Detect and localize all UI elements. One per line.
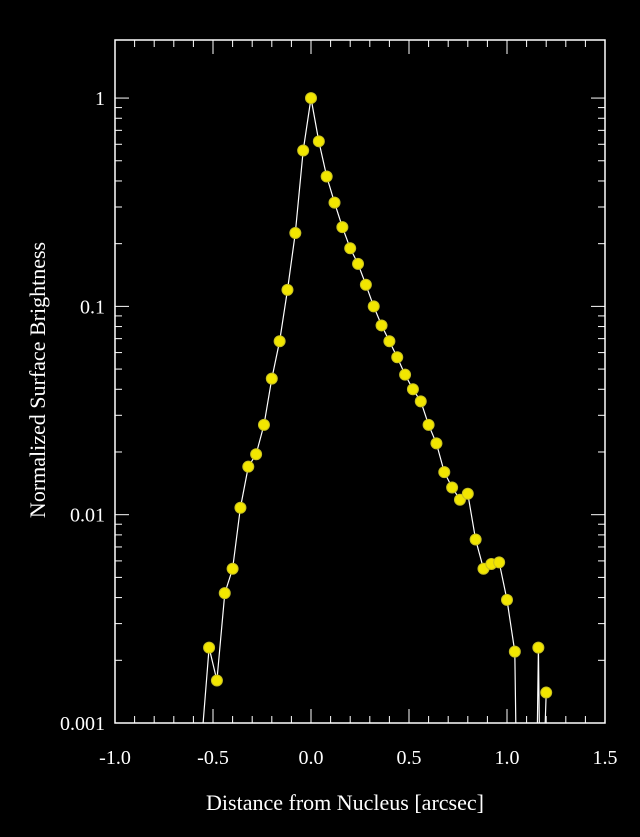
data-points — [203, 92, 553, 699]
data-point — [446, 481, 459, 494]
y-tick-label: 0.1 — [80, 296, 105, 318]
y-tick-label: 1 — [95, 88, 105, 110]
x-tick-label: 1.5 — [593, 747, 618, 769]
data-point — [297, 144, 310, 157]
data-point — [344, 242, 357, 255]
data-point — [359, 278, 372, 291]
data-point — [422, 418, 435, 431]
x-tick-label: 0.0 — [299, 747, 324, 769]
axis-ticks — [114, 40, 606, 724]
data-point — [203, 641, 216, 654]
data-point — [406, 383, 419, 396]
x-tick-label: 0.5 — [397, 747, 422, 769]
data-point — [305, 92, 317, 105]
data-point — [210, 674, 223, 687]
data-point — [226, 562, 239, 575]
x-tick-label: -1.0 — [99, 747, 131, 769]
data-point — [367, 300, 380, 313]
data-point — [532, 641, 545, 654]
data-point — [375, 319, 388, 332]
data-point — [540, 686, 553, 699]
data-point — [430, 437, 443, 450]
data-point — [320, 170, 333, 183]
data-point — [493, 556, 506, 569]
data-point — [257, 418, 270, 431]
data-point — [234, 501, 247, 514]
x-tick-label: -0.5 — [197, 747, 229, 769]
data-point — [399, 368, 412, 381]
data-point — [391, 351, 404, 364]
y-axis-label: Normalized Surface Brightness — [25, 242, 50, 518]
data-point — [250, 448, 263, 461]
data-point — [453, 493, 466, 506]
data-point — [218, 587, 231, 600]
data-point — [501, 593, 513, 606]
data-point — [352, 257, 365, 270]
plot-frame — [114, 39, 606, 724]
data-point — [242, 460, 255, 473]
data-point — [438, 466, 451, 479]
data-point — [289, 227, 302, 240]
data-point — [461, 487, 474, 500]
axis-tick-labels: -1.0 -0.5 0.0 0.5 1.0 1.5 0.001 0.01 0.1 1 — [60, 88, 618, 769]
data-point — [328, 196, 341, 209]
series-line — [202, 97, 547, 724]
data-point — [336, 221, 349, 234]
data-point — [265, 372, 278, 385]
data-point — [383, 335, 396, 348]
data-point — [312, 135, 325, 148]
y-tick-label: 0.001 — [60, 713, 105, 735]
data-point — [469, 533, 482, 546]
x-tick-label: 1.0 — [495, 747, 520, 769]
data-point — [273, 335, 286, 348]
data-point — [414, 395, 427, 408]
x-axis-label: Distance from Nucleus [arcsec] — [206, 790, 484, 815]
data-point — [508, 645, 521, 658]
data-point — [281, 283, 294, 296]
y-tick-label: 0.01 — [70, 505, 105, 527]
